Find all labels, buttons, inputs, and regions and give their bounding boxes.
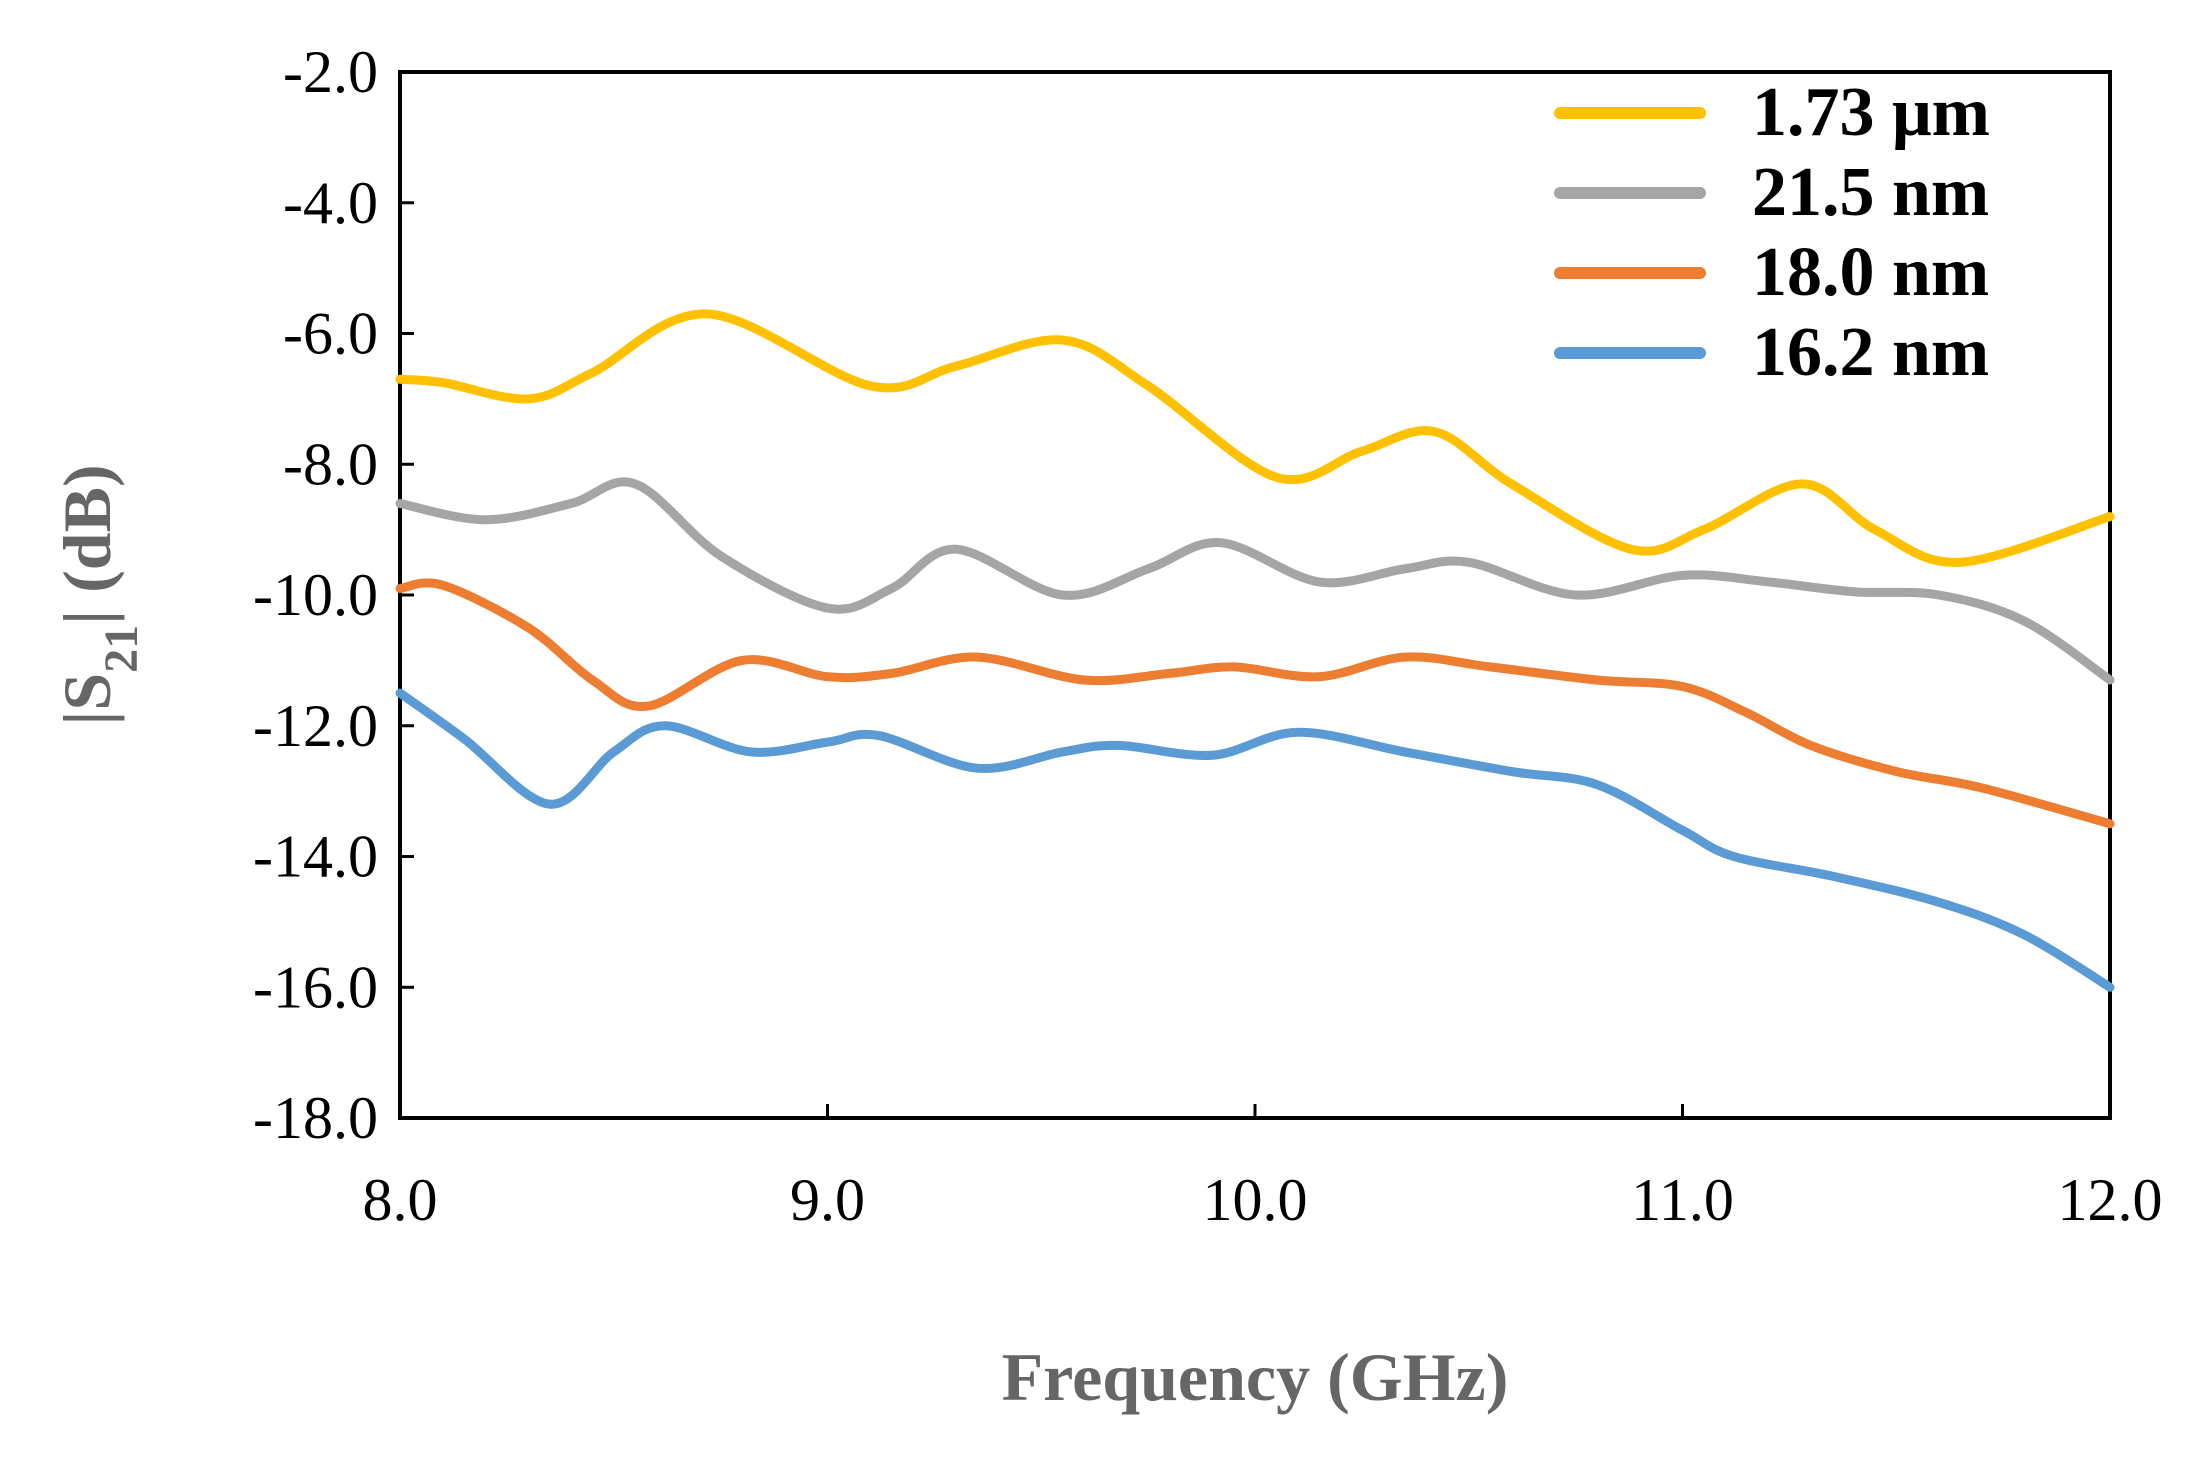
x-tick-label: 8.0 — [363, 1167, 438, 1233]
y-tick-label: -6.0 — [283, 301, 378, 367]
x-tick-label: 10.0 — [1203, 1167, 1308, 1233]
series-lines — [395, 309, 2115, 992]
y-tick-label: -12.0 — [253, 693, 378, 759]
y-tick-label: -8.0 — [283, 431, 378, 497]
y-tick-label: -2.0 — [283, 39, 378, 105]
y-tick-label: -16.0 — [253, 954, 378, 1020]
legend-label: 16.2 nm — [1752, 314, 1989, 391]
y-axis-ticks: -2.0 -4.0 -6.0 -8.0 -10.0 -12.0 -14.0 -16.0 -18.… — [253, 39, 414, 1151]
x-axis-title: Frequency (GHz) — [1002, 1339, 1509, 1415]
x-tick-label: 11.0 — [1631, 1167, 1734, 1233]
legend-label: 1.73 μm — [1752, 74, 1990, 151]
y-tick-label: -14.0 — [253, 824, 378, 890]
x-axis-ticks: 8.0 9.0 10.0 11.0 12.0 — [363, 1104, 2163, 1233]
series-line-18-0-nm — [395, 578, 2115, 829]
y-axis-title-suffix: | (dB) — [49, 464, 125, 624]
series-line-21-5-nm — [395, 477, 2115, 685]
series-line-16-2-nm — [395, 688, 2115, 992]
legend-label: 21.5 nm — [1752, 154, 1989, 231]
x-tick-label: 12.0 — [2058, 1167, 2163, 1233]
legend-label: 18.0 nm — [1752, 234, 1989, 311]
y-tick-label: -4.0 — [283, 170, 378, 236]
y-tick-label: -18.0 — [253, 1085, 378, 1151]
x-tick-label: 9.0 — [790, 1167, 865, 1233]
y-axis-title: |S21| (dB) — [49, 464, 148, 725]
y-axis-title-subscript: 21 — [95, 625, 148, 673]
y-tick-label: -10.0 — [253, 562, 378, 628]
y-axis-title-prefix: |S — [49, 673, 125, 726]
series-line-1-73-m — [395, 309, 2115, 567]
